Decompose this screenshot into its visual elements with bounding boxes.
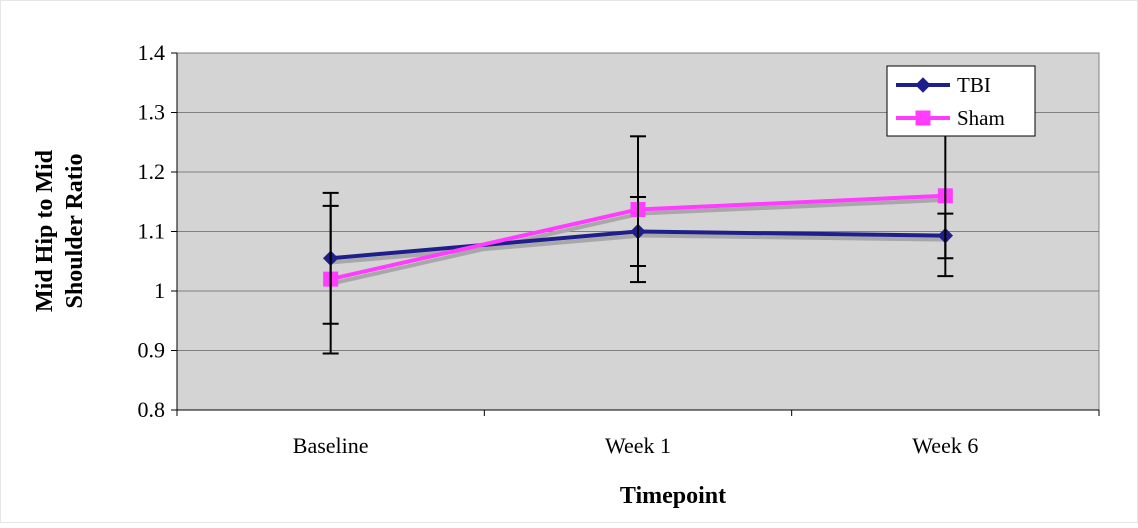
y-tick-label: 1.1 xyxy=(138,219,166,244)
y-axis-title-line-1: Mid Hip to Mid xyxy=(32,149,58,312)
legend-box xyxy=(886,65,1036,137)
x-axis-title: Timepoint xyxy=(620,483,726,509)
y-axis-ticks: 0.8 0.9 1 1.1 1.2 1.3 1.4 xyxy=(138,40,177,422)
y-tick-label: 0.8 xyxy=(138,397,166,422)
y-axis-title: Mid Hip to Mid Shoulder Ratio xyxy=(32,149,88,312)
x-tick-label: Baseline xyxy=(293,433,369,458)
y-tick-label: 1.3 xyxy=(138,100,166,125)
x-axis-ticks: Baseline Week 1 Week 6 xyxy=(176,410,1100,458)
y-tick-label: 1.4 xyxy=(138,40,166,65)
y-tick-label: 1.2 xyxy=(138,159,166,184)
legend-label-sham: Sham xyxy=(957,106,1005,130)
x-tick-label: Week 6 xyxy=(912,433,978,458)
y-axis-title-line-2: Shoulder Ratio xyxy=(62,154,88,309)
legend: TBI Sham xyxy=(886,65,1036,137)
legend-marker-tbi xyxy=(915,77,931,93)
x-tick-label: Week 1 xyxy=(605,433,671,458)
legend-marker-sham xyxy=(915,110,931,126)
y-tick-label: 1 xyxy=(154,278,165,303)
legend-label-tbi: TBI xyxy=(957,73,991,97)
y-tick-label: 0.9 xyxy=(138,338,166,363)
